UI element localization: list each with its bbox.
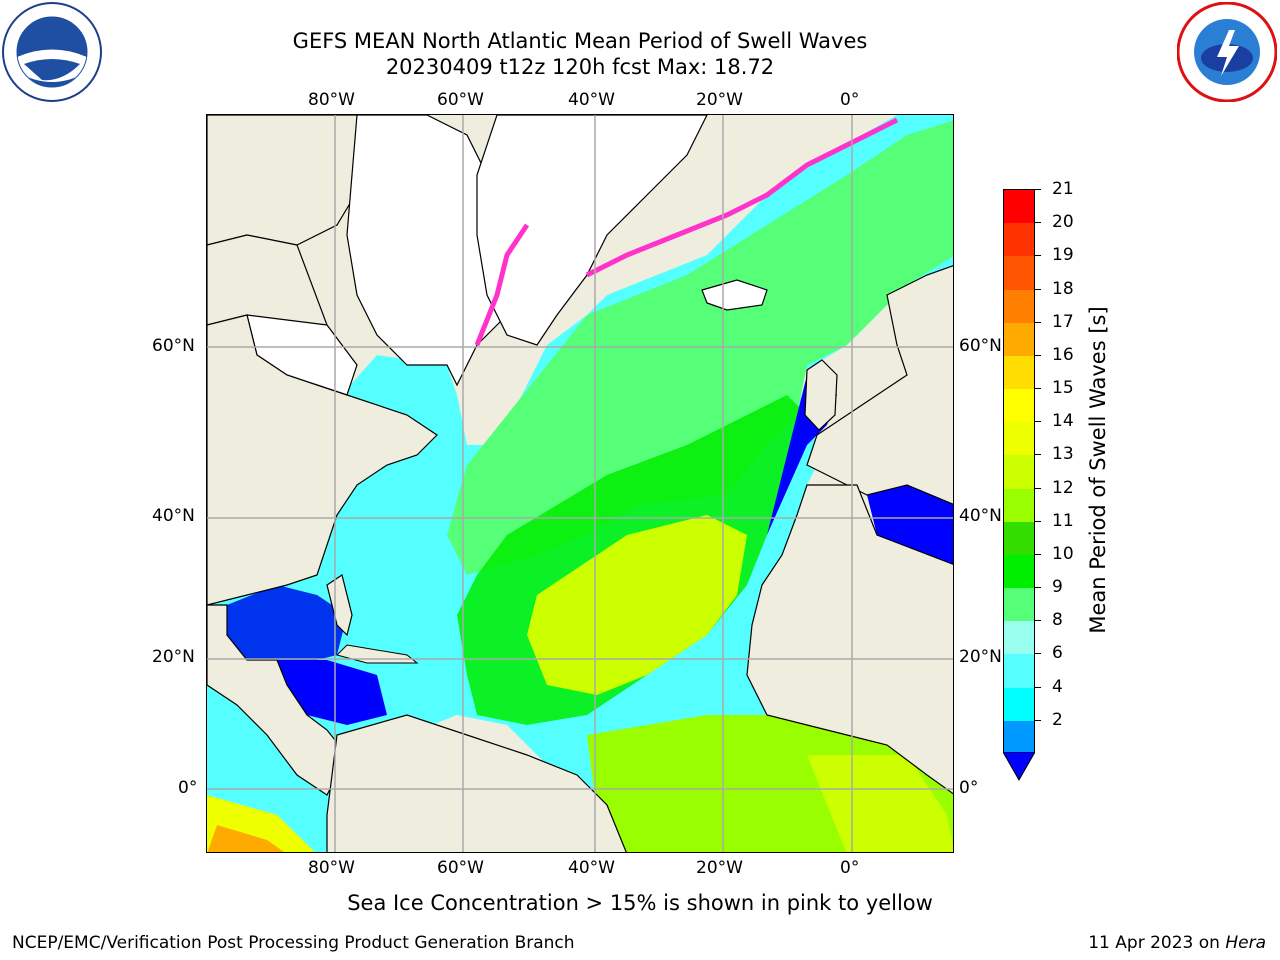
colorbar-tick-label: 12 [1052,477,1074,498]
colorbar-tick-mark [1035,620,1041,622]
colorbar-tick-mark [1035,454,1041,456]
colorbar-segment [1004,322,1034,357]
footer-date-text: 11 Apr 2023 on [1088,933,1226,953]
colorbar-tick-mark [1035,388,1041,390]
colorbar-segment [1004,554,1034,589]
colorbar-tick-mark [1035,421,1041,423]
colorbar-tick-mark [1035,255,1041,257]
colorbar-segment [1004,422,1034,456]
lon-label-bottom-20w: 20°W [696,858,743,878]
lat-label-left-40n: 40°N [152,506,195,526]
colorbar-tick-label: 4 [1052,676,1063,697]
colorbar-segment [1004,687,1034,722]
colorbar-tick-mark [1035,719,1041,721]
lon-label-top-40w: 40°W [568,90,615,110]
colorbar-tick-mark [1035,321,1041,323]
colorbar-tick-mark [1035,686,1041,688]
colorbar-tick-mark [1035,520,1041,522]
colorbar-tick-label: 14 [1052,411,1074,432]
lon-label-bottom-0: 0° [840,858,860,878]
colorbar-segment [1004,389,1034,423]
lat-label-right-40n: 40°N [959,506,1002,526]
colorbar-tick-label: 16 [1052,344,1074,365]
lon-label-bottom-80w: 80°W [308,858,355,878]
lat-label-right-0: 0° [959,778,979,798]
swell-period-field [207,115,953,852]
colorbar-tick-label: 13 [1052,444,1074,465]
colorbar-tick-label: 6 [1052,643,1063,664]
lat-label-left-20n: 20°N [152,647,195,667]
colorbar-segment [1004,190,1034,224]
lat-label-left-0: 0° [178,778,198,798]
colorbar-tick-mark [1035,354,1041,356]
lat-label-right-20n: 20°N [959,647,1002,667]
colorbar-tick-label: 18 [1052,278,1074,299]
colorbar-tick-label: 19 [1052,245,1074,266]
colorbar-tick-mark [1035,653,1041,655]
nws-logo [1177,2,1277,102]
colorbar-extend-triangle [1003,752,1035,782]
colorbar-tick-mark [1035,288,1041,290]
lon-label-top-0: 0° [840,90,860,110]
colorbar-segment [1004,256,1034,291]
colorbar-tick-mark [1035,189,1041,190]
lat-label-right-60n: 60°N [959,336,1002,356]
lon-label-top-60w: 60°W [437,90,484,110]
colorbar-segment [1004,621,1034,655]
colorbar-segment [1004,289,1034,324]
lon-label-top-20w: 20°W [696,90,743,110]
colorbar-segment [1004,588,1034,622]
colorbar-label: Mean Period of Swell Waves [s] [1086,306,1110,634]
colorbar-segment [1004,488,1034,523]
lon-label-bottom-40w: 40°W [568,858,615,878]
colorbar [1003,189,1035,755]
colorbar-tick-mark [1035,487,1041,489]
noaa-logo [2,2,102,102]
lon-label-top-80w: 80°W [308,90,355,110]
lat-label-left-60n: 60°N [152,336,195,356]
colorbar-tick-label: 11 [1052,510,1074,531]
colorbar-tick-label: 8 [1052,610,1063,631]
lon-label-bottom-60w: 60°W [437,858,484,878]
footer-credit: NCEP/EMC/Verification Post Processing Pr… [12,933,575,953]
colorbar-tick-mark [1035,222,1041,224]
sea-ice-note: Sea Ice Concentration > 15% is shown in … [347,891,933,915]
colorbar-tick-mark [1035,587,1041,589]
footer-date: 11 Apr 2023 on Hera [1088,933,1266,953]
colorbar-tick-label: 9 [1052,577,1063,598]
colorbar-tick-label: 17 [1052,311,1074,332]
map-panel [206,114,954,853]
footer-host: Hera [1225,933,1266,953]
colorbar-segment [1004,455,1034,490]
map-subtitle: 20230409 t12z 120h fcst Max: 18.72 [385,55,775,79]
colorbar-tick-label: 10 [1052,543,1074,564]
map-title: GEFS MEAN North Atlantic Mean Period of … [292,29,868,53]
colorbar-segment [1004,720,1034,755]
colorbar-tick-label: 2 [1052,709,1063,730]
colorbar-tick-label: 20 [1052,212,1074,233]
colorbar-segment [1004,654,1034,689]
colorbar-tick-mark [1035,553,1041,555]
colorbar-segment [1004,355,1034,390]
colorbar-tick-label: 15 [1052,378,1074,399]
colorbar-segment [1004,223,1034,257]
colorbar-tick-label: 21 [1052,179,1074,199]
colorbar-segment [1004,521,1034,556]
